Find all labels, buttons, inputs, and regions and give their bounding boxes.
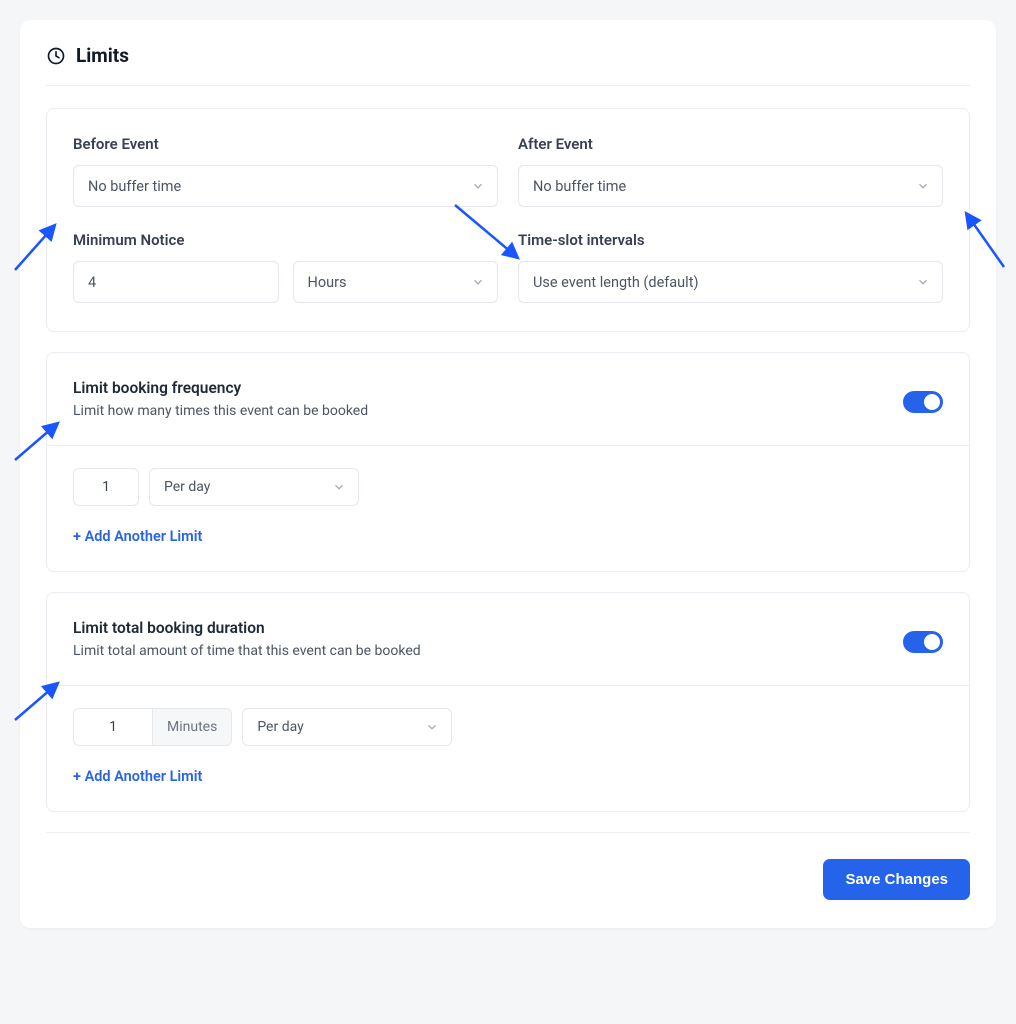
minimum-notice-value: 4: [88, 274, 96, 291]
chevron-down-icon: [916, 179, 930, 193]
minimum-notice-field: Minimum Notice 4 Hours: [73, 231, 498, 303]
frequency-desc: Limit how many times this event can be b…: [73, 403, 368, 419]
after-event-field: After Event No buffer time: [518, 135, 943, 207]
frequency-titles: Limit booking frequency Limit how many t…: [73, 379, 368, 419]
frequency-add-link[interactable]: + Add Another Limit: [73, 528, 202, 545]
chevron-down-icon: [471, 179, 485, 193]
before-event-label: Before Event: [73, 135, 498, 153]
timeslot-intervals-select[interactable]: Use event length (default): [518, 261, 943, 303]
card-footer: Save Changes: [46, 832, 970, 900]
buffer-panel: Before Event No buffer time After Event …: [46, 108, 970, 332]
chevron-down-icon: [471, 275, 485, 289]
page-title: Limits: [76, 44, 129, 67]
duration-count: 1: [109, 719, 117, 735]
duration-unit: Minutes: [167, 719, 217, 735]
before-event-value: No buffer time: [88, 178, 181, 195]
frequency-count-input[interactable]: 1: [73, 468, 139, 506]
duration-period: Per day: [257, 719, 303, 735]
minimum-notice-unit-select[interactable]: Hours: [293, 261, 499, 303]
chevron-down-icon: [425, 720, 439, 734]
duration-add-link[interactable]: + Add Another Limit: [73, 768, 202, 785]
chevron-down-icon: [332, 480, 346, 494]
timeslot-intervals-label: Time-slot intervals: [518, 231, 943, 249]
frequency-panel: Limit booking frequency Limit how many t…: [46, 352, 970, 572]
card-header: Limits: [46, 44, 970, 86]
frequency-subpanel: 1 Per day + Add Another Limit: [47, 445, 969, 571]
minimum-notice-unit: Hours: [308, 274, 347, 291]
before-event-field: Before Event No buffer time: [73, 135, 498, 207]
before-event-select[interactable]: No buffer time: [73, 165, 498, 207]
frequency-title: Limit booking frequency: [73, 379, 368, 397]
clock-icon: [46, 46, 66, 66]
duration-input-group: 1 Minutes: [73, 708, 232, 746]
duration-subpanel: 1 Minutes Per day + Add Another Limit: [47, 685, 969, 811]
limits-card: Limits Before Event No buffer time After…: [20, 20, 996, 928]
timeslot-intervals-field: Time-slot intervals Use event length (de…: [518, 231, 943, 303]
duration-period-select[interactable]: Per day: [242, 708, 452, 746]
frequency-period-select[interactable]: Per day: [149, 468, 359, 506]
duration-title: Limit total booking duration: [73, 619, 421, 637]
minimum-notice-input[interactable]: 4: [73, 261, 279, 303]
after-event-label: After Event: [518, 135, 943, 153]
minimum-notice-label: Minimum Notice: [73, 231, 498, 249]
after-event-select[interactable]: No buffer time: [518, 165, 943, 207]
frequency-period: Per day: [164, 479, 210, 495]
save-button[interactable]: Save Changes: [823, 859, 970, 900]
after-event-value: No buffer time: [533, 178, 626, 195]
duration-titles: Limit total booking duration Limit total…: [73, 619, 421, 659]
frequency-toggle[interactable]: [903, 391, 943, 413]
frequency-count: 1: [102, 479, 110, 495]
duration-desc: Limit total amount of time that this eve…: [73, 643, 421, 659]
duration-limit-row: 1 Minutes Per day: [73, 708, 943, 746]
duration-toggle[interactable]: [903, 631, 943, 653]
chevron-down-icon: [916, 275, 930, 289]
timeslot-intervals-value: Use event length (default): [533, 274, 699, 291]
duration-panel: Limit total booking duration Limit total…: [46, 592, 970, 812]
duration-unit-addon: Minutes: [153, 708, 232, 746]
frequency-limit-row: 1 Per day: [73, 468, 943, 506]
duration-count-input[interactable]: 1: [73, 708, 153, 746]
